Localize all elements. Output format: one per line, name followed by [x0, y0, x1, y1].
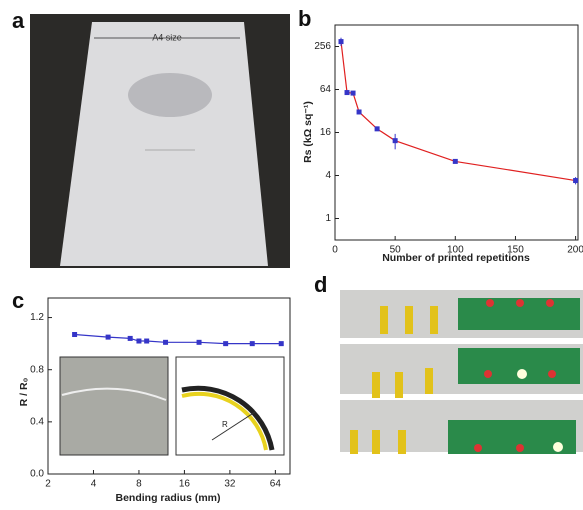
- y-tick-label: 1.2: [30, 312, 44, 323]
- data-line: [341, 42, 576, 181]
- inset-diagram: R: [176, 357, 284, 455]
- y-tick-label: 64: [320, 84, 332, 95]
- x-axis-title: Bending radius (mm): [115, 492, 220, 504]
- panel-label: a: [12, 8, 25, 33]
- data-point: [279, 341, 284, 346]
- data-point: [72, 332, 77, 337]
- y-tick-label: 0.0: [30, 469, 44, 480]
- data-point: [128, 336, 133, 341]
- data-point: [197, 340, 202, 345]
- x-tick-label: 16: [179, 479, 191, 490]
- panel-label: b: [298, 6, 311, 31]
- data-point: [136, 339, 141, 344]
- data-point: [375, 126, 380, 131]
- y-axis-title: Rs (kΩ sq⁻¹): [302, 101, 314, 163]
- x-tick-label: 0: [332, 245, 338, 256]
- x-tick-label: 64: [270, 479, 282, 490]
- y-tick-label: 0.8: [30, 364, 44, 375]
- data-point: [250, 341, 255, 346]
- panel-label: d: [314, 272, 327, 297]
- data-point: [345, 90, 350, 95]
- data-point: [223, 341, 228, 346]
- x-tick-label: 2: [45, 479, 51, 490]
- data-point: [453, 159, 458, 164]
- y-tick-label: 256: [314, 41, 331, 52]
- figure: a b c d A4 size R 050100150200141664256N: [0, 0, 583, 510]
- data-point: [144, 339, 149, 344]
- photo-led-demo: [340, 290, 583, 454]
- photo-a4: A4 size: [30, 14, 290, 268]
- x-tick-label: 4: [91, 479, 97, 490]
- inset-label: R: [222, 420, 228, 429]
- y-tick-label: 1: [325, 213, 331, 224]
- plot-frame: [335, 25, 578, 240]
- data-point: [163, 340, 168, 345]
- data-point: [106, 335, 111, 340]
- data-point: [393, 138, 398, 143]
- data-point: [357, 109, 362, 114]
- x-tick-label: 8: [136, 479, 142, 490]
- x-tick-label: 32: [224, 479, 236, 490]
- data-point: [573, 178, 578, 183]
- data-point: [351, 91, 356, 96]
- photo-caption: A4 size: [152, 32, 182, 42]
- x-axis-title: Number of printed repetitions: [382, 252, 530, 264]
- panel-label: c: [12, 288, 24, 313]
- y-axis-title: R / R₀: [18, 377, 30, 406]
- x-tick-label: 200: [567, 245, 583, 256]
- y-tick-label: 0.4: [30, 416, 44, 427]
- data-point: [339, 39, 344, 44]
- y-tick-label: 16: [320, 127, 332, 138]
- inset-photo: [60, 357, 168, 455]
- y-tick-label: 4: [325, 170, 331, 181]
